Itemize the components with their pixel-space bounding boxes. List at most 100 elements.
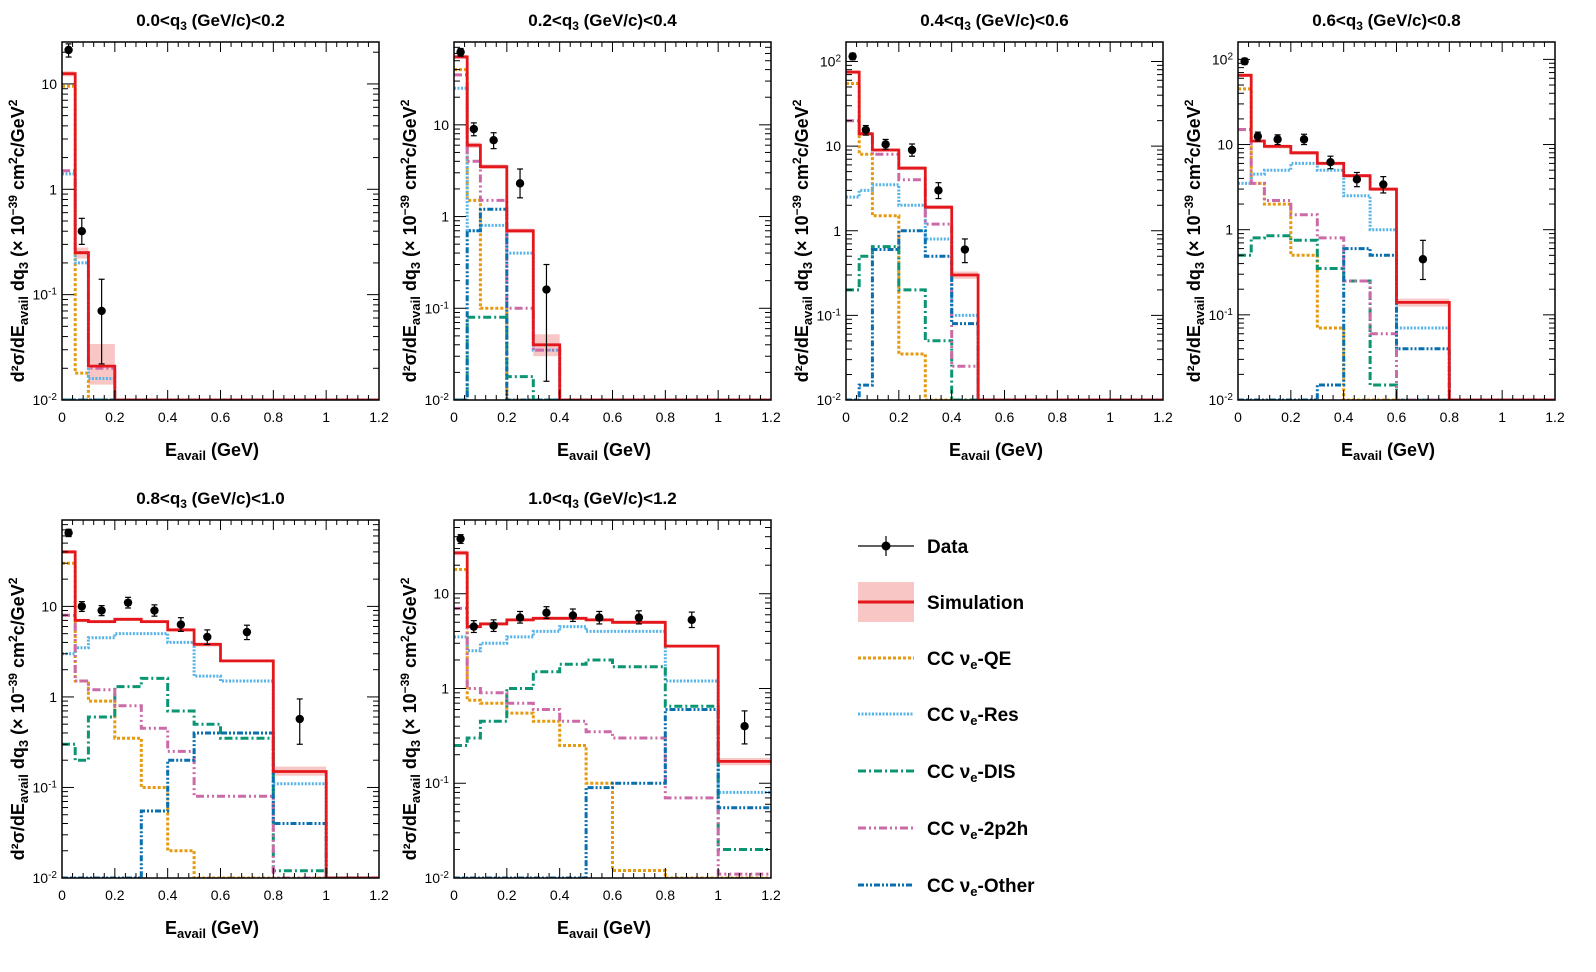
- plot-frame: [453, 519, 772, 879]
- panel-title: 0.0<q3 (GeV/c)<0.2: [136, 11, 284, 33]
- y-axis-label: d²σ/dEavail dq3 (× 10−39 cm2c/GeV2: [790, 99, 815, 382]
- y-label-main: d²σ/dE: [8, 325, 28, 382]
- legend-text: -2p2h: [978, 819, 1029, 840]
- x-tick-label: 0.4: [550, 887, 570, 903]
- x-tick-label: 0: [450, 409, 458, 425]
- legend-label: CC νe-DIS: [927, 762, 1016, 785]
- y-tick-base: 1: [1225, 222, 1233, 238]
- x-tick-label: 0.2: [1281, 409, 1301, 425]
- data-point: [456, 47, 465, 57]
- x-tick-label: 0.2: [889, 409, 909, 425]
- x-label-sub: avail: [177, 926, 206, 941]
- data-point: [64, 45, 73, 55]
- x-label-sub: avail: [569, 448, 598, 463]
- data-point: [1240, 57, 1249, 66]
- y-label-sub: 3: [800, 262, 815, 269]
- y-tick-base: 10: [33, 392, 49, 408]
- panel-title: 1.0<q3 (GeV/c)<1.2: [528, 489, 676, 511]
- y-tick-exponent: -2: [832, 392, 841, 403]
- y-tick-label: 1: [49, 689, 57, 705]
- legend-item-other: CC νe-Other: [858, 876, 1035, 899]
- legend-text: -Res: [978, 705, 1019, 726]
- data-point: [960, 245, 970, 254]
- legend-item-twop2h: CC νe-2p2h: [858, 819, 1028, 842]
- plot-area: [846, 52, 1163, 400]
- x-label-sub: avail: [961, 448, 990, 463]
- series-dis: [62, 676, 379, 878]
- series-qe: [454, 68, 771, 400]
- y-tick-label: 10-1: [425, 775, 450, 792]
- x-tick-label: 0.6: [1387, 409, 1407, 425]
- y-tick-label: 10-2: [425, 870, 450, 887]
- data-point: [77, 227, 87, 236]
- x-label-main: E: [165, 918, 177, 938]
- x-label-main: E: [949, 440, 961, 460]
- y-tick-base: 10: [425, 775, 441, 791]
- data-point: [861, 125, 871, 135]
- legend-label: CC νe-Res: [927, 705, 1019, 728]
- data-point: [568, 611, 578, 620]
- series-twop2h: [454, 73, 771, 400]
- x-label-sub: avail: [177, 448, 206, 463]
- series-simulation: [454, 551, 771, 763]
- y-label-unit: cm: [792, 164, 812, 195]
- data-point: [740, 721, 749, 731]
- panel-2: 0.2<q3 (GeV/c)<0.40 0.2 0.4 0.6 0.8 1 1.210-21…: [398, 11, 781, 463]
- y-tick-base: 10: [817, 307, 833, 323]
- y-tick-base: 10: [425, 870, 441, 886]
- plot-frame: [845, 41, 1164, 401]
- data-point: [1352, 175, 1362, 184]
- y-label-main: d²σ/dE: [400, 803, 420, 860]
- title-sub: 3: [180, 497, 187, 511]
- legend-label: CC νe-QE: [927, 649, 1011, 672]
- y-label-main: d²σ/dE: [400, 325, 420, 382]
- x-label-unit: (GeV): [990, 440, 1043, 460]
- legend-text: CC ν: [927, 705, 970, 726]
- legend-text: -Other: [978, 876, 1036, 897]
- legend-label: CC νe-Other: [927, 876, 1035, 899]
- y-tick-exponent: -2: [1224, 392, 1233, 403]
- x-tick-label: 0: [58, 409, 66, 425]
- x-tick-label: 1.2: [1153, 409, 1173, 425]
- x-label-unit: (GeV): [598, 918, 651, 938]
- x-label-sub: avail: [569, 926, 598, 941]
- legend-item-res: CC νe-Res: [858, 705, 1019, 728]
- x-tick-label: 0.4: [158, 409, 178, 425]
- title-post: (GeV/c)<0.8: [1363, 11, 1461, 30]
- title-sub: 3: [572, 497, 579, 511]
- panel-3: 0.4<q3 (GeV/c)<0.60 0.2 0.4 0.6 0.8 1 1.210-21…: [790, 11, 1173, 463]
- legend-data-marker: [881, 541, 891, 551]
- panel-title: 0.8<q3 (GeV/c)<1.0: [136, 489, 284, 511]
- y-tick-label: 10: [41, 598, 57, 614]
- legend-text: CC ν: [927, 762, 970, 783]
- y-label-exponent: 2: [6, 635, 20, 642]
- y-label-unit: (× 10: [8, 215, 28, 262]
- y-tick-exponent: -1: [48, 779, 57, 790]
- x-axis-label: Eavail (GeV): [557, 440, 651, 463]
- series-other: [62, 731, 379, 878]
- series-twop2h: [1238, 128, 1555, 400]
- data-point: [1379, 180, 1388, 189]
- data-point: [203, 632, 212, 642]
- x-axis-label: Eavail (GeV): [1341, 440, 1435, 463]
- legend-sub: e: [970, 827, 977, 842]
- y-tick-base: 1: [49, 181, 57, 197]
- data-point: [515, 179, 525, 188]
- data-point: [242, 627, 252, 637]
- y-label-sub: avail: [800, 296, 815, 325]
- series-twop2h: [846, 119, 1163, 400]
- x-label-main: E: [557, 918, 569, 938]
- legend-text: Simulation: [927, 593, 1024, 614]
- data-point: [489, 135, 498, 145]
- y-tick-label: 10: [1217, 137, 1233, 153]
- legend-sub: e: [970, 713, 977, 728]
- data-point: [907, 145, 917, 155]
- y-label-unit: c/GeV: [400, 106, 420, 157]
- y-label-sub: avail: [1192, 296, 1207, 325]
- x-tick-label: 0.8: [656, 409, 676, 425]
- y-tick-base: 10: [425, 392, 441, 408]
- y-label-unit: cm: [400, 642, 420, 673]
- y-label-unit: (× 10: [8, 693, 28, 740]
- legend-sub: e: [970, 884, 977, 899]
